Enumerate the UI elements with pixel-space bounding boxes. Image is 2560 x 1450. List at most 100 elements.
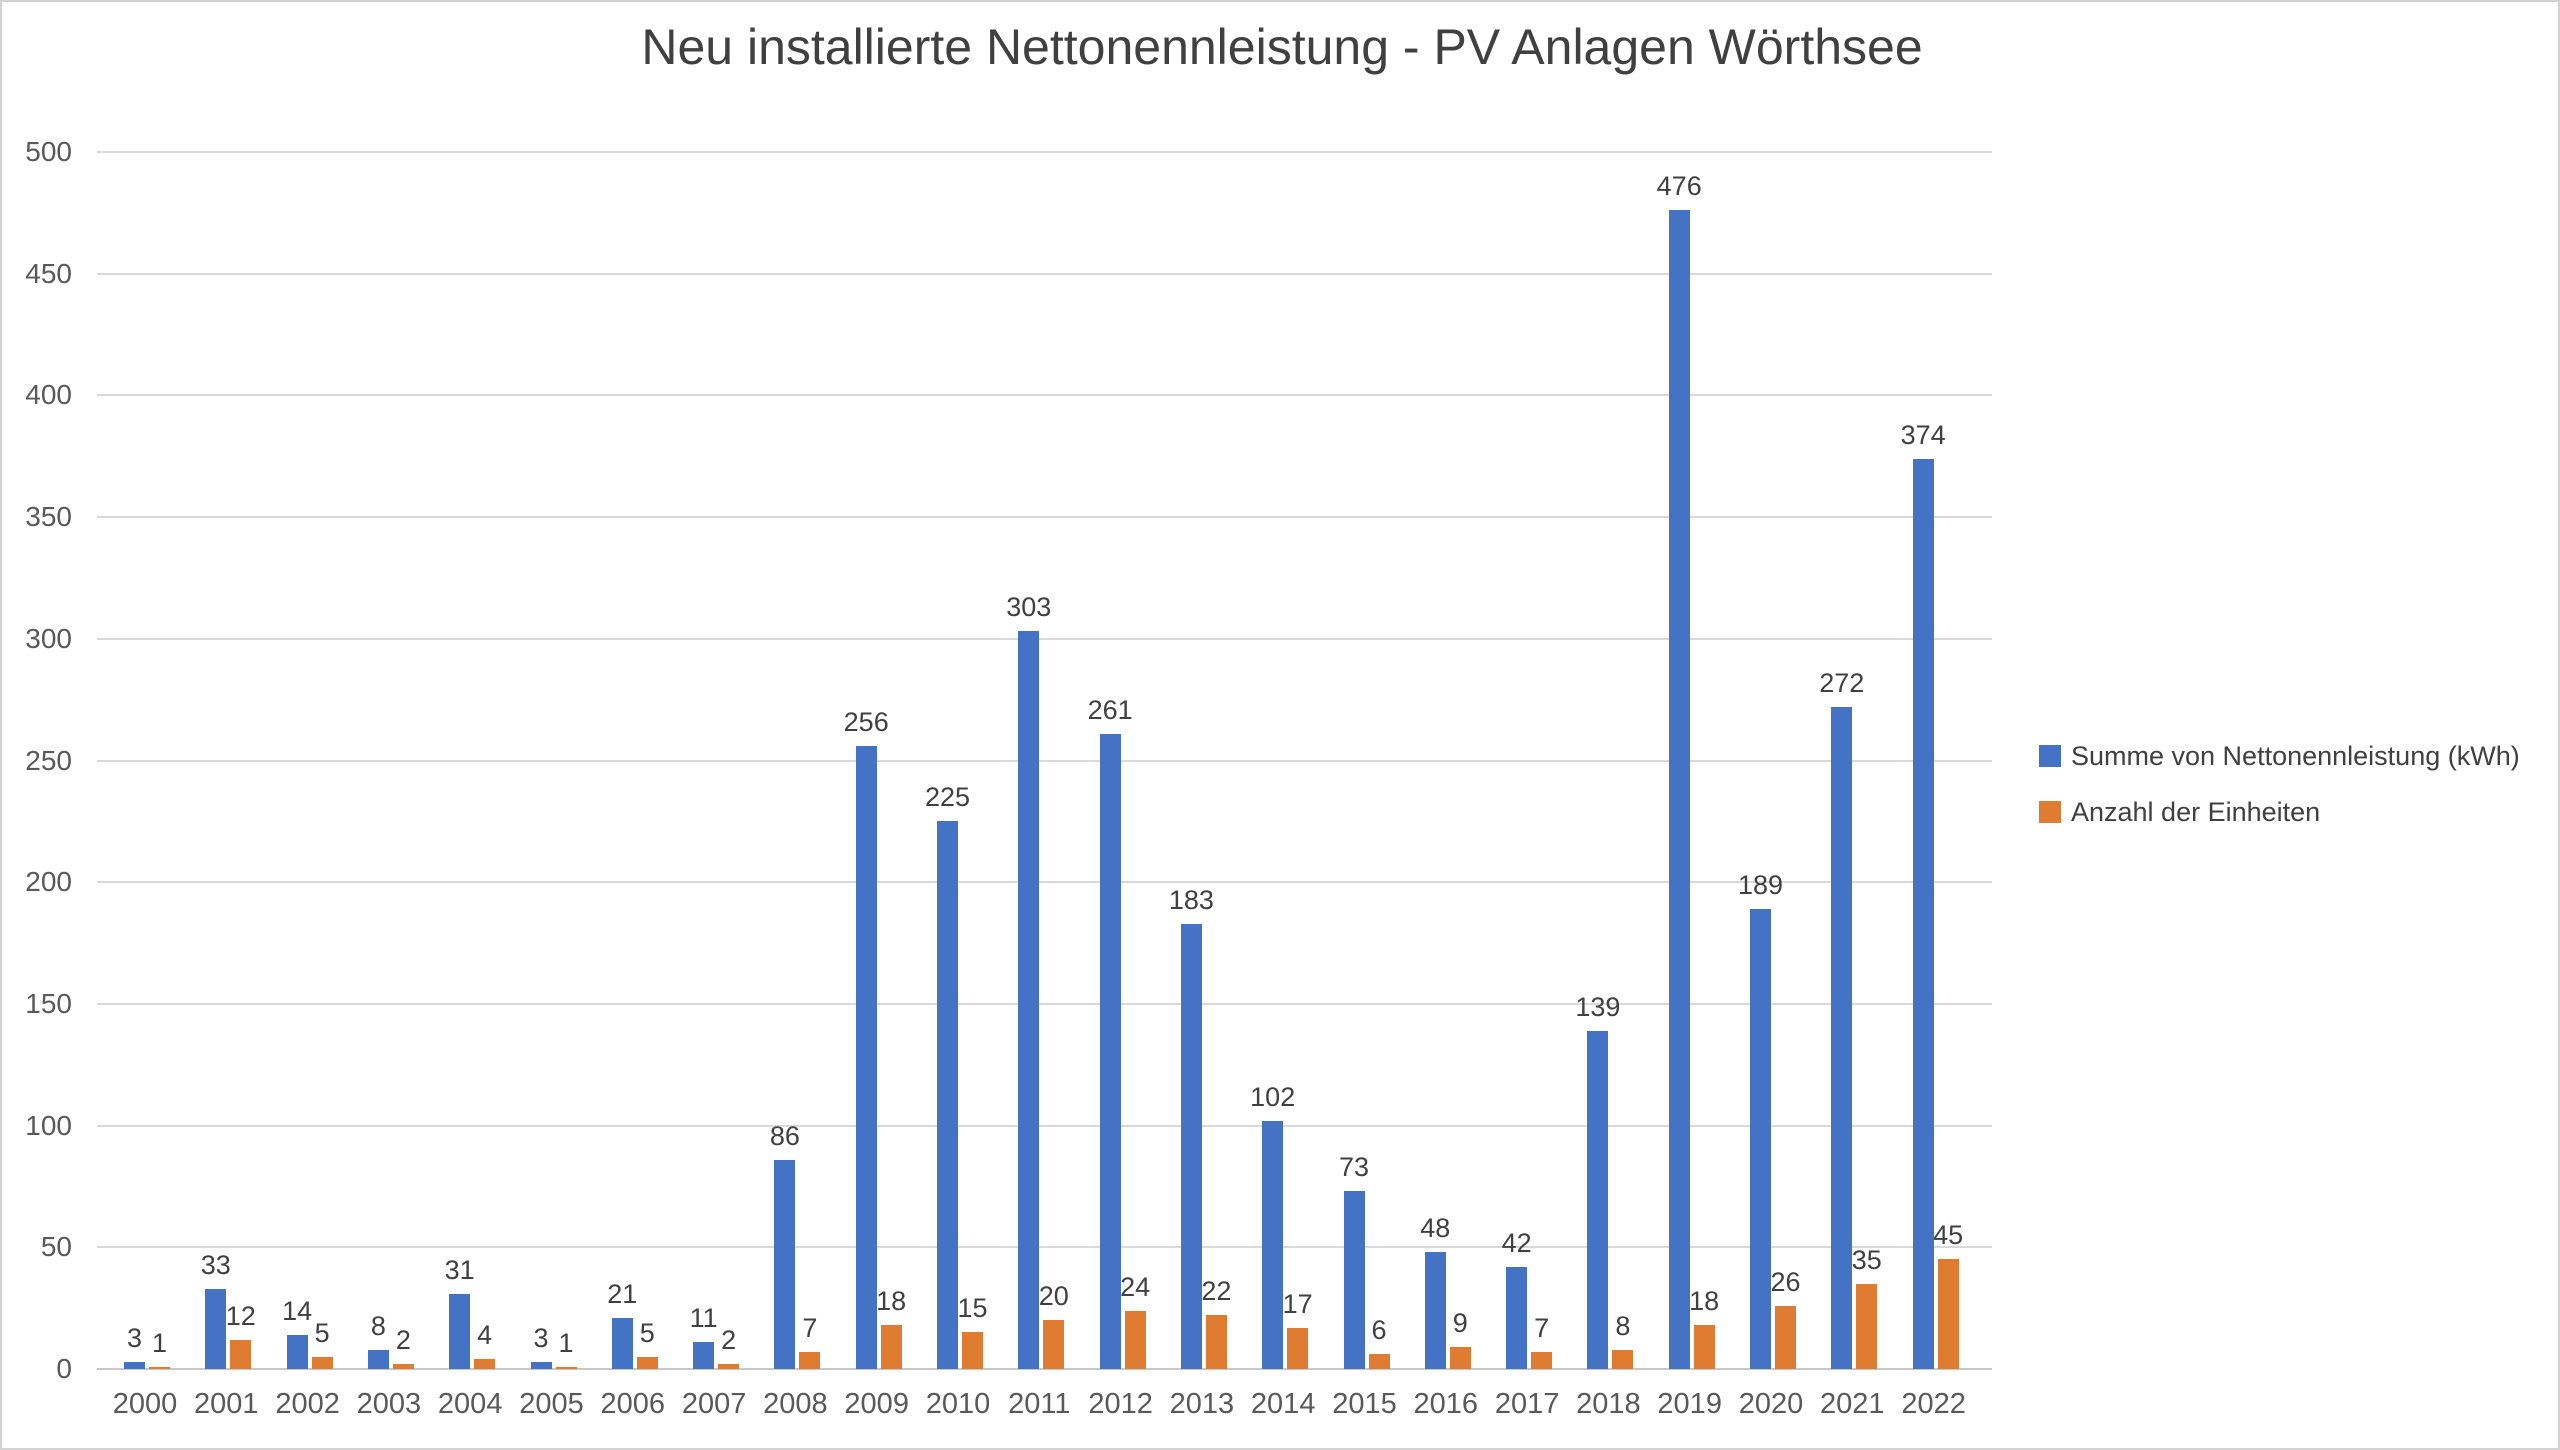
x-tick-label-2018: 2018 <box>1576 1388 1641 1420</box>
x-tick-label-2001: 2001 <box>194 1388 259 1420</box>
bar-einheiten-2000 <box>149 1366 170 1369</box>
gridline-y0 <box>97 1368 1992 1370</box>
bar-value-label: 102 <box>1250 1081 1296 1112</box>
bar-kwh-2016 <box>1424 1252 1446 1369</box>
bar-value-label: 24 <box>1120 1271 1151 1302</box>
x-tick-label-2013: 2013 <box>1169 1388 1235 1420</box>
bar-kwh-2015 <box>1343 1191 1365 1369</box>
bar-value-label: 14 <box>282 1295 313 1326</box>
x-tick-label-2009: 2009 <box>844 1388 909 1420</box>
x-tick-label-2017: 2017 <box>1494 1388 1560 1420</box>
bar-kwh-2021 <box>1831 706 1853 1369</box>
bar-kwh-2014 <box>1262 1120 1284 1369</box>
bar-kwh-2006 <box>611 1317 633 1369</box>
bar-value-label: 21 <box>607 1278 638 1309</box>
bar-value-label: 20 <box>1038 1281 1069 1312</box>
gridline-y500 <box>97 151 1992 153</box>
bar-einheiten-2018 <box>1612 1349 1634 1369</box>
bar-value-label: 9 <box>1452 1308 1468 1339</box>
bar-einheiten-2022 <box>1937 1259 1959 1369</box>
bar-value-label: 183 <box>1168 884 1214 915</box>
y-tick-label: 250 <box>25 744 72 776</box>
x-tick-label-2010: 2010 <box>925 1388 991 1420</box>
bar-value-label: 225 <box>924 782 971 813</box>
bar-einheiten-2021 <box>1856 1283 1878 1369</box>
legend-item-nettonennleistung: Summe von Nettonennleistung (kWh) <box>2039 740 2520 772</box>
bar-value-label: 8 <box>1615 1310 1631 1341</box>
bar-einheiten-2013 <box>1205 1315 1227 1369</box>
bar-kwh-2010 <box>937 821 958 1369</box>
y-tick-label: 200 <box>25 866 72 898</box>
bar-value-label: 3 <box>126 1322 143 1353</box>
gridline-y350 <box>97 516 1992 519</box>
bar-kwh-2002 <box>286 1334 308 1369</box>
x-tick-label-2022: 2022 <box>1901 1388 1966 1420</box>
bar-value-label: 476 <box>1656 171 1702 202</box>
bar-value-label: 17 <box>1282 1288 1313 1319</box>
gridline-y400 <box>97 394 1992 397</box>
bar-kwh-2020 <box>1750 908 1771 1369</box>
bar-value-label: 5 <box>314 1317 330 1348</box>
bar-kwh-2007 <box>693 1342 715 1369</box>
x-tick-label-2019: 2019 <box>1657 1388 1722 1420</box>
bar-einheiten-2001 <box>230 1339 252 1369</box>
bar-einheiten-2008 <box>799 1351 821 1369</box>
bar-value-label: 8 <box>370 1310 386 1341</box>
bar-kwh-2004 <box>449 1293 471 1369</box>
gridline-y150 <box>97 1002 1992 1005</box>
y-tick-label: 350 <box>25 501 72 533</box>
bar-kwh-2022 <box>1912 458 1934 1369</box>
gridline-y300 <box>97 637 1992 640</box>
bar-value-label: 12 <box>225 1300 256 1331</box>
bar-value-label: 4 <box>477 1320 493 1351</box>
gridline-y250 <box>97 759 1992 762</box>
bar-value-label: 5 <box>639 1317 655 1348</box>
bar-value-label: 18 <box>876 1286 907 1317</box>
bar-value-label: 26 <box>1770 1266 1801 1297</box>
bar-einheiten-2003 <box>392 1364 414 1369</box>
bar-value-label: 35 <box>1851 1244 1882 1275</box>
legend-swatch-blue <box>2039 745 2061 767</box>
bar-value-label: 1 <box>151 1327 168 1358</box>
bar-einheiten-2014 <box>1287 1327 1309 1369</box>
bar-value-label: 22 <box>1201 1276 1232 1307</box>
bar-einheiten-2007 <box>718 1364 740 1369</box>
bar-einheiten-2004 <box>474 1359 496 1369</box>
x-tick-label-2011: 2011 <box>1008 1388 1071 1420</box>
bar-value-label: 374 <box>1900 419 1946 450</box>
gridline-y450 <box>97 272 1992 275</box>
bar-einheiten-2002 <box>311 1356 333 1369</box>
bar-kwh-2000 <box>124 1361 145 1369</box>
bar-kwh-2005 <box>530 1361 552 1369</box>
x-tick-label-2012: 2012 <box>1088 1388 1153 1420</box>
x-tick-label-2002: 2002 <box>275 1388 340 1420</box>
y-tick-label: 450 <box>25 257 72 289</box>
bar-kwh-2008 <box>774 1159 796 1369</box>
chart-title: Neu installierte Nettonennleistung - PV … <box>641 19 1923 75</box>
x-tick-label-2020: 2020 <box>1738 1388 1804 1420</box>
x-tick-label-2016: 2016 <box>1413 1388 1479 1420</box>
bar-einheiten-2009 <box>880 1325 902 1369</box>
bar-einheiten-2016 <box>1449 1347 1471 1369</box>
x-tick-label-2004: 2004 <box>437 1388 503 1420</box>
bar-value-label: 256 <box>843 706 889 737</box>
gridline-y50 <box>97 1246 1992 1249</box>
bar-einheiten-2006 <box>636 1356 658 1369</box>
legend: Summe von Nettonennleistung (kWh) Anzahl… <box>2039 740 2520 852</box>
gridline-y200 <box>97 881 1992 884</box>
y-tick-label: 150 <box>25 987 72 1019</box>
bar-value-label: 189 <box>1737 869 1784 900</box>
legend-label: Summe von Nettonennleistung (kWh) <box>2071 741 2520 771</box>
bar-einheiten-2011 <box>1043 1320 1065 1369</box>
bar-value-label: 139 <box>1575 991 1621 1022</box>
x-tick-label-2014: 2014 <box>1250 1388 1316 1420</box>
x-tick-label-2015: 2015 <box>1332 1388 1397 1420</box>
bar-value-label: 6 <box>1371 1315 1387 1346</box>
bar-value-label: 2 <box>395 1325 411 1356</box>
bar-kwh-2012 <box>1099 733 1121 1369</box>
bar-value-label: 73 <box>1338 1152 1370 1183</box>
bar-einheiten-2020 <box>1775 1305 1796 1369</box>
bar-einheiten-2019 <box>1693 1325 1715 1369</box>
